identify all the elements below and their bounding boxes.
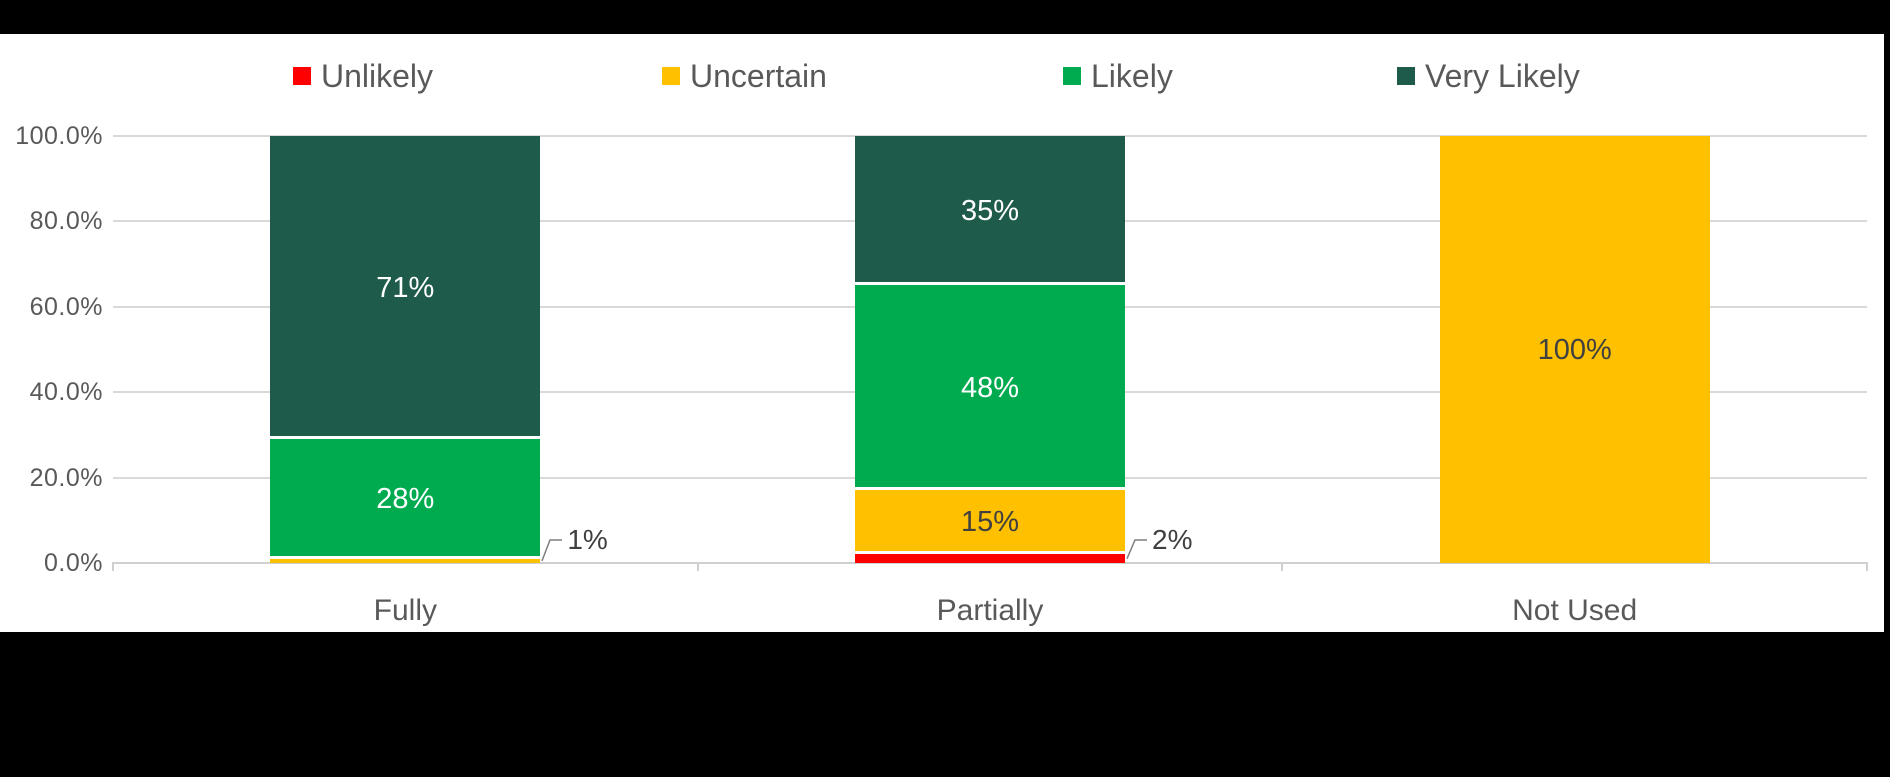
- legend-label: Likely: [1091, 57, 1173, 94]
- legend-label: Unlikely: [321, 57, 434, 94]
- callout-leader-line: [541, 539, 563, 562]
- bar-segment-likely-partially: [855, 285, 1125, 491]
- legend-item-unlikely: Unlikely: [293, 56, 433, 96]
- bar-value-label: 28%: [376, 482, 435, 515]
- bar-value-label: 48%: [960, 371, 1020, 404]
- legend-label: Very Likely: [1425, 57, 1580, 94]
- bar-segment-uncertain-fully: [270, 558, 541, 563]
- y-axis-tick-label: 20.0%: [29, 463, 103, 492]
- bar-segment-unlikely-partially: [855, 554, 1125, 563]
- legend-swatch-likely-icon: [1063, 67, 1081, 85]
- bar-segment-uncertain-not-used: [1439, 136, 1710, 563]
- bar-value-label: 100%: [1537, 333, 1612, 366]
- legend-label: Uncertain: [690, 57, 827, 94]
- callout-value-label: 2%: [1152, 524, 1193, 555]
- callout-value-label: 1%: [567, 524, 608, 555]
- legend-swatch-unlikely-icon: [293, 67, 311, 85]
- axis-tick: [112, 562, 114, 571]
- y-axis-tick-label: 60.0%: [29, 292, 103, 321]
- bar-value-label: 35%: [960, 194, 1020, 227]
- x-axis-category-label: Not Used: [1512, 594, 1638, 627]
- bar-segment-very-likely-fully: [270, 136, 541, 440]
- axis-tick: [696, 562, 699, 571]
- bar-segment-uncertain-partially: [855, 490, 1125, 555]
- legend-item-likely: Likely: [1063, 56, 1173, 96]
- y-axis-tick-label: 40.0%: [29, 378, 103, 407]
- bar-value-label: 15%: [960, 506, 1020, 539]
- legend-swatch-very-likely-icon: [1397, 67, 1415, 85]
- x-axis-category-label: Fully: [373, 594, 437, 627]
- y-axis-tick-label: 80.0%: [29, 207, 103, 236]
- bar-value-label: 71%: [376, 271, 435, 304]
- chart-panel: Unlikely Uncertain Likely Very Likely 100.0…: [0, 34, 1884, 632]
- legend-swatch-uncertain-icon: [662, 67, 680, 85]
- bar-segment-very-likely-partially: [855, 136, 1125, 286]
- axis-tick: [1281, 562, 1284, 571]
- axis-tick: [1866, 562, 1868, 571]
- x-axis-category-label: Partially: [936, 594, 1044, 627]
- bar-segment-likely-fully: [270, 439, 541, 559]
- y-axis-tick-label: 0.0%: [44, 549, 103, 577]
- y-axis-tick-label: 100.0%: [15, 122, 103, 150]
- legend-item-very-likely: Very Likely: [1397, 56, 1580, 96]
- callout-leader-line: [1126, 539, 1147, 560]
- legend-item-uncertain: Uncertain: [662, 56, 827, 96]
- x-axis-line: [113, 562, 1867, 564]
